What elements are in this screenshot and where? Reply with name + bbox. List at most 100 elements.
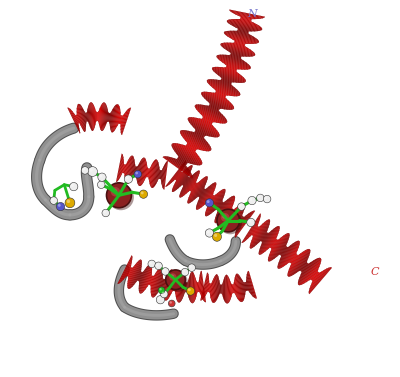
Circle shape xyxy=(139,190,148,198)
Polygon shape xyxy=(300,262,308,271)
Polygon shape xyxy=(203,105,223,115)
Polygon shape xyxy=(230,43,248,48)
Polygon shape xyxy=(205,190,222,213)
Circle shape xyxy=(256,194,264,202)
Polygon shape xyxy=(173,169,183,182)
Polygon shape xyxy=(224,203,244,229)
Polygon shape xyxy=(177,271,182,302)
Polygon shape xyxy=(224,43,253,52)
Polygon shape xyxy=(68,108,80,133)
Polygon shape xyxy=(199,118,213,126)
Polygon shape xyxy=(189,117,220,135)
Polygon shape xyxy=(128,260,140,288)
Polygon shape xyxy=(215,67,244,78)
Polygon shape xyxy=(110,109,113,127)
Polygon shape xyxy=(200,271,205,302)
Polygon shape xyxy=(241,17,252,20)
Polygon shape xyxy=(176,153,192,164)
Polygon shape xyxy=(183,145,197,154)
Polygon shape xyxy=(173,166,192,192)
Polygon shape xyxy=(252,222,270,248)
Polygon shape xyxy=(301,262,311,275)
Polygon shape xyxy=(180,171,198,196)
Polygon shape xyxy=(170,274,174,297)
Polygon shape xyxy=(157,167,160,182)
Polygon shape xyxy=(224,34,258,43)
Polygon shape xyxy=(176,276,179,297)
Polygon shape xyxy=(220,202,234,221)
Polygon shape xyxy=(240,277,245,297)
Polygon shape xyxy=(182,177,189,185)
Polygon shape xyxy=(125,265,131,277)
Circle shape xyxy=(50,197,58,204)
Polygon shape xyxy=(151,267,160,296)
Polygon shape xyxy=(172,165,192,192)
Polygon shape xyxy=(227,22,262,31)
Polygon shape xyxy=(77,108,82,129)
Polygon shape xyxy=(250,224,258,237)
Polygon shape xyxy=(224,32,259,43)
Polygon shape xyxy=(125,159,129,179)
Polygon shape xyxy=(197,183,216,210)
Polygon shape xyxy=(215,275,218,302)
Polygon shape xyxy=(196,186,205,198)
Polygon shape xyxy=(279,246,286,255)
Polygon shape xyxy=(137,161,140,182)
Polygon shape xyxy=(190,183,197,191)
Polygon shape xyxy=(168,272,174,299)
Polygon shape xyxy=(225,64,239,69)
Polygon shape xyxy=(235,212,251,233)
Circle shape xyxy=(81,167,89,174)
Polygon shape xyxy=(160,278,164,288)
Polygon shape xyxy=(262,232,270,244)
Polygon shape xyxy=(278,242,296,265)
Polygon shape xyxy=(150,161,154,186)
Polygon shape xyxy=(130,159,135,181)
Circle shape xyxy=(111,187,120,196)
Polygon shape xyxy=(182,173,200,197)
Polygon shape xyxy=(200,273,208,300)
Polygon shape xyxy=(217,55,251,67)
Polygon shape xyxy=(97,112,98,121)
Polygon shape xyxy=(228,23,260,31)
Polygon shape xyxy=(188,176,207,203)
Polygon shape xyxy=(288,249,308,274)
Circle shape xyxy=(99,182,102,185)
Polygon shape xyxy=(230,24,258,31)
Polygon shape xyxy=(243,282,246,291)
Polygon shape xyxy=(310,270,324,287)
Polygon shape xyxy=(233,31,252,36)
Polygon shape xyxy=(220,44,255,56)
Polygon shape xyxy=(187,143,198,150)
Polygon shape xyxy=(224,277,225,302)
Polygon shape xyxy=(172,144,202,165)
Polygon shape xyxy=(248,221,259,239)
Polygon shape xyxy=(167,270,173,300)
Circle shape xyxy=(169,273,176,281)
Polygon shape xyxy=(188,176,208,204)
Polygon shape xyxy=(212,80,237,90)
Polygon shape xyxy=(195,107,225,123)
Polygon shape xyxy=(207,80,240,95)
Polygon shape xyxy=(176,274,180,299)
Polygon shape xyxy=(202,117,212,123)
Polygon shape xyxy=(128,268,132,277)
Polygon shape xyxy=(289,251,304,270)
Polygon shape xyxy=(159,275,163,291)
Polygon shape xyxy=(146,167,148,178)
Polygon shape xyxy=(175,279,178,294)
Polygon shape xyxy=(213,93,227,99)
Polygon shape xyxy=(301,263,308,272)
Polygon shape xyxy=(283,247,299,267)
Polygon shape xyxy=(172,280,175,291)
Polygon shape xyxy=(224,203,244,230)
Circle shape xyxy=(156,296,164,304)
Polygon shape xyxy=(222,62,243,69)
Polygon shape xyxy=(206,280,209,294)
Polygon shape xyxy=(167,162,186,186)
Polygon shape xyxy=(163,161,167,189)
Polygon shape xyxy=(108,113,110,122)
Polygon shape xyxy=(166,270,173,300)
Polygon shape xyxy=(221,45,254,56)
Polygon shape xyxy=(281,244,300,268)
